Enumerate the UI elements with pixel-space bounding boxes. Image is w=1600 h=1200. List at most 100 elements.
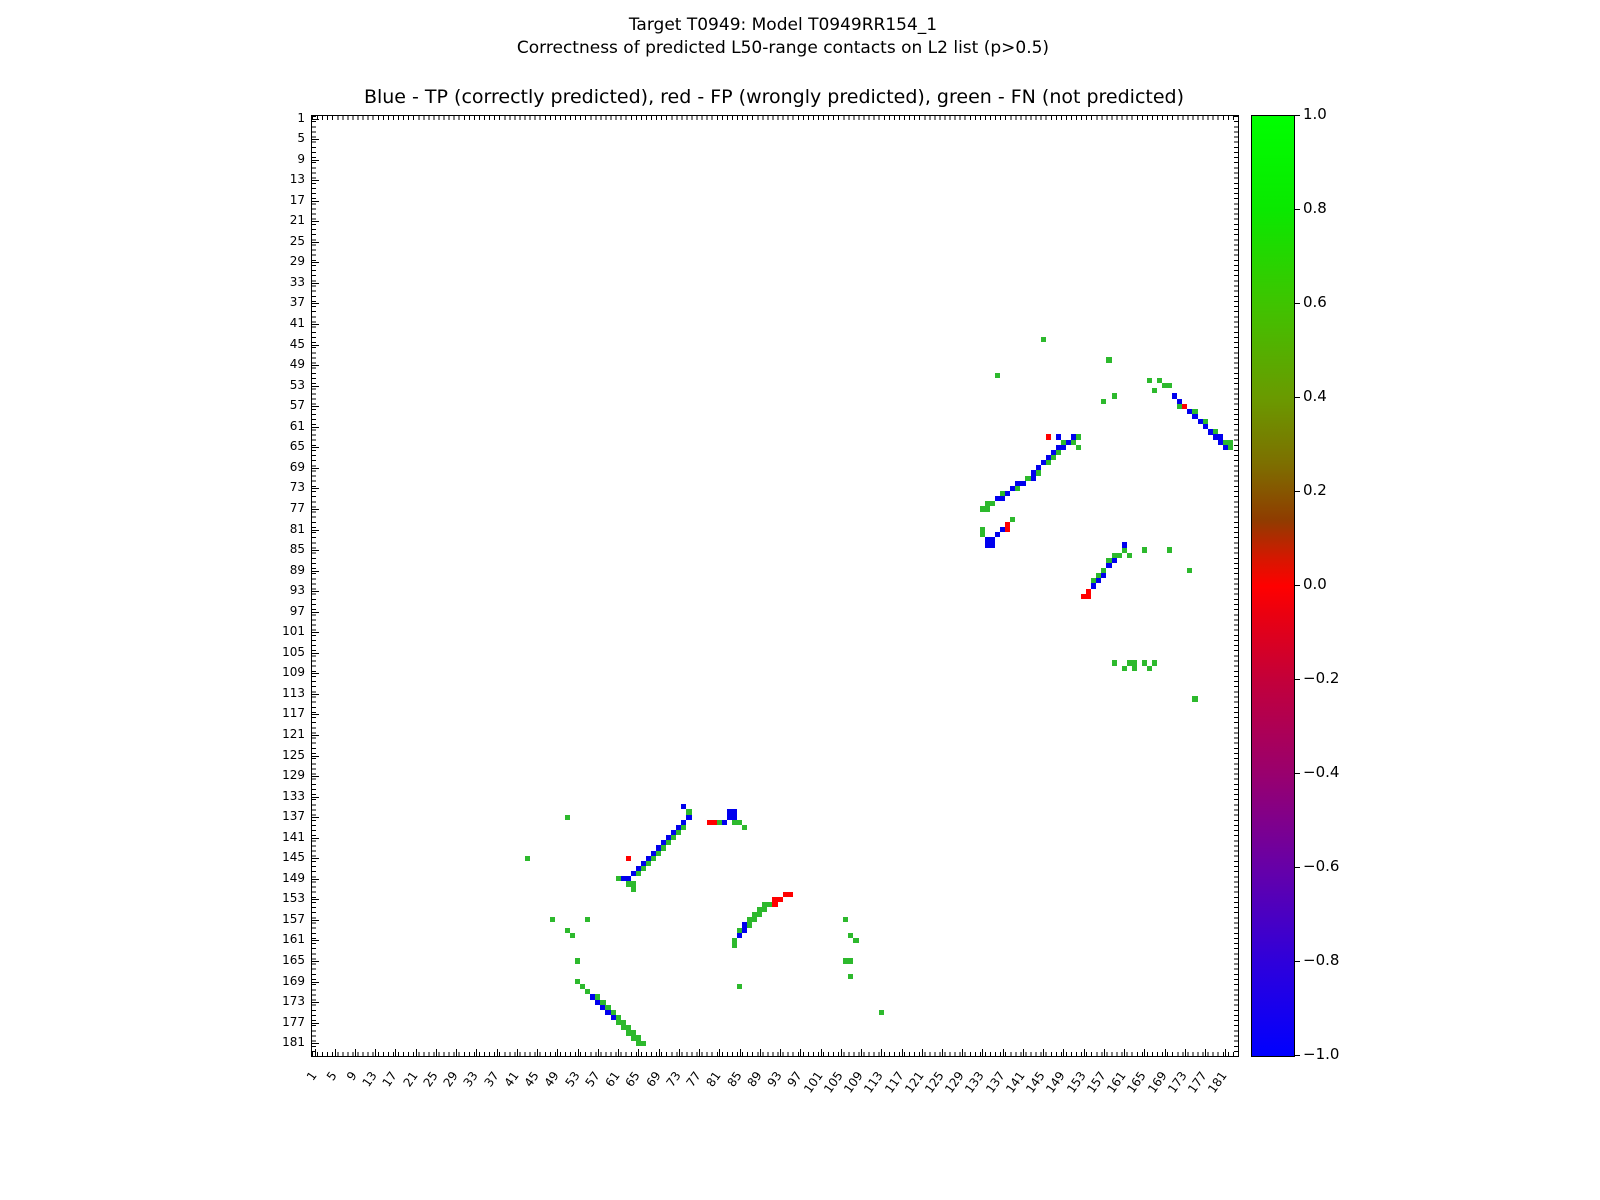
contact-cell-fn — [1101, 568, 1107, 574]
contact-cell-fn — [848, 973, 854, 979]
contact-cell-fn — [1050, 455, 1056, 461]
contact-cell-fn — [1106, 357, 1112, 363]
y-tick-label: 181 — [282, 1035, 305, 1050]
contact-cell-tp — [1030, 475, 1036, 481]
contact-cell-fn — [737, 819, 743, 825]
contact-cell-fn — [716, 819, 722, 825]
contact-cell-tp — [681, 804, 687, 810]
contact-cell-fn — [676, 829, 682, 836]
y-tick-label: 9 — [297, 151, 305, 166]
colorbar-tick-label: −0.6 — [1303, 857, 1340, 875]
x-major-tick — [618, 1049, 620, 1056]
contact-cell-fn — [625, 1025, 631, 1031]
y-major-tick — [312, 159, 319, 161]
y-tick-label: 17 — [289, 192, 305, 207]
contact-cell-fn — [731, 819, 738, 825]
y-tick-label: 125 — [282, 747, 305, 762]
contact-cell-fn — [1025, 475, 1031, 481]
contact-cell-tp — [635, 865, 641, 872]
contact-cell-fn — [1192, 408, 1198, 414]
contact-cell-tp — [1172, 393, 1178, 399]
contact-cell-tp — [1055, 444, 1061, 450]
x-major-tick — [1124, 1049, 1126, 1056]
contact-cell-tp — [1187, 408, 1193, 414]
contact-cell-fn — [565, 927, 571, 933]
contact-cell-fn — [1146, 665, 1152, 671]
x-axis-minor-ticks — [312, 1052, 1238, 1056]
contact-cell-fn — [585, 917, 591, 923]
y-major-tick — [312, 447, 319, 449]
y-major-tick — [312, 960, 319, 962]
contact-cell-tp — [995, 532, 1001, 538]
contact-cell-fp — [711, 819, 717, 825]
contact-cell-fn — [615, 1020, 621, 1026]
contact-cell-tp — [984, 542, 991, 548]
x-major-tick — [820, 1049, 822, 1056]
contact-cell-fp — [1005, 526, 1011, 533]
contact-cell-fn — [979, 506, 986, 512]
colorbar-tick-mark — [1295, 115, 1300, 116]
contact-cell-fn — [747, 922, 753, 928]
contact-cell-fn — [661, 845, 667, 851]
contact-cell-fn — [575, 958, 581, 964]
contact-cell-fn — [1192, 696, 1198, 702]
contact-cell-tp — [620, 876, 626, 882]
contact-cell-fn — [979, 532, 986, 538]
contact-cell-tp — [1045, 455, 1051, 461]
contact-cell-tp — [1111, 557, 1117, 563]
x-major-tick — [699, 1049, 701, 1056]
contact-cell-fn — [1055, 449, 1061, 456]
x-major-tick — [962, 1049, 964, 1056]
y-major-tick — [312, 940, 319, 942]
contact-cell-fp — [1086, 593, 1092, 599]
contact-cell-fn — [984, 506, 991, 512]
x-major-tick — [780, 1049, 782, 1056]
y-major-tick — [312, 591, 319, 593]
x-major-tick — [597, 1049, 599, 1056]
axes-title: Blue - TP (correctly predicted), red - F… — [363, 86, 1185, 108]
contact-cell-fn — [1035, 470, 1041, 476]
contact-cell-fn — [645, 860, 652, 866]
contact-cell-fp — [782, 891, 788, 897]
plot-area — [311, 115, 1239, 1057]
x-major-tick — [658, 1049, 660, 1056]
x-major-tick — [1103, 1049, 1105, 1056]
contact-cell-fn — [737, 927, 743, 933]
y-tick-label: 105 — [282, 644, 305, 659]
contact-cell-tp — [681, 819, 687, 825]
y-major-tick — [312, 858, 319, 860]
contact-cell-fn — [731, 942, 738, 949]
contact-cell-fn — [843, 958, 849, 964]
x-major-tick — [719, 1049, 721, 1056]
contact-cell-fn — [752, 912, 758, 918]
y-major-tick — [312, 693, 319, 695]
colorbar-tick-mark — [1295, 397, 1300, 398]
contact-cell-fn — [549, 917, 555, 923]
contact-cell-tp — [1005, 490, 1011, 497]
x-major-tick — [840, 1049, 842, 1056]
x-major-tick — [355, 1049, 356, 1056]
contact-cell-fp — [772, 901, 778, 908]
contact-cell-tp — [721, 819, 727, 825]
contact-cell-tp — [1202, 424, 1208, 430]
x-major-tick — [496, 1049, 498, 1056]
contact-cell-tp — [1030, 470, 1036, 476]
y-major-tick — [312, 981, 319, 983]
y-tick-label: 21 — [289, 213, 305, 228]
y-major-tick — [312, 221, 319, 223]
contact-cell-fn — [762, 901, 768, 908]
contact-cell-fn — [1146, 377, 1152, 384]
contact-cell-fn — [595, 994, 601, 1000]
y-major-tick — [312, 776, 319, 778]
y-major-tick — [312, 324, 319, 326]
contact-cell-fn — [640, 1040, 646, 1046]
y-axis-tick-labels: 1 5 9 13 17 21 25 29 33 37 41 45 49 53 57 61 65 69 73 77 81 8… — [0, 111, 305, 1055]
contact-cell-tp — [1071, 434, 1077, 440]
colorbar-tick-label: −0.4 — [1303, 763, 1340, 781]
y-tick-label: 93 — [289, 583, 305, 598]
contact-cell-fn — [620, 1020, 626, 1026]
y-tick-label: 1 — [297, 110, 305, 125]
figure-title-line2: Correctness of predicted L50-range conta… — [516, 38, 1050, 58]
contact-cell-fn — [656, 850, 662, 856]
